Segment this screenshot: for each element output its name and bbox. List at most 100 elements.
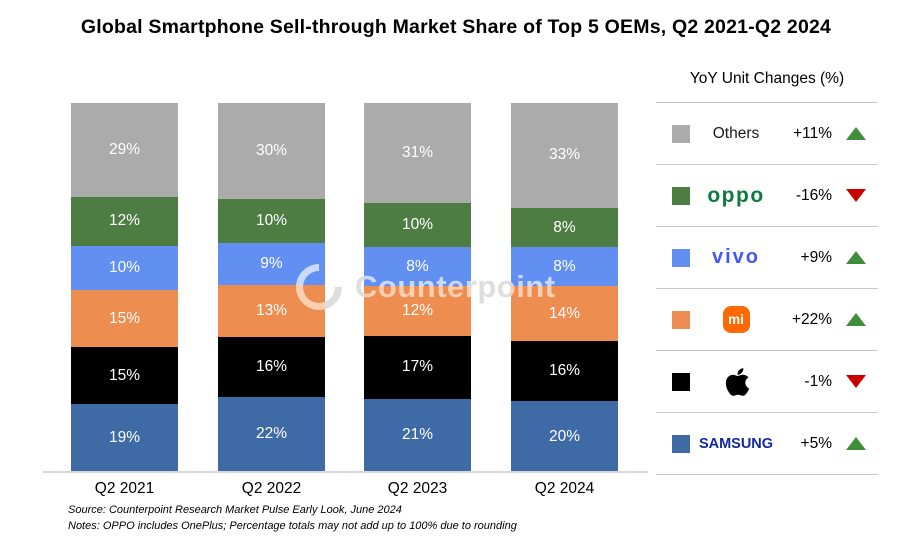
trend-down-icon — [846, 189, 866, 202]
bar-segment-oppo: 10% — [218, 199, 325, 244]
yoy-legend: YoY Unit Changes (%) Others +11% oppo -16% v… — [656, 70, 878, 475]
trend-up-icon — [846, 127, 866, 140]
legend-swatch-vivo — [672, 248, 690, 267]
bar-segment-label: 20% — [548, 427, 581, 445]
bar-segment-label: 21% — [401, 426, 434, 444]
bar-segment-label: 10% — [255, 212, 288, 230]
bar-segment-others: 30% — [218, 103, 325, 200]
bar-segment-apple: 16% — [218, 336, 325, 397]
legend-swatch-apple — [672, 372, 690, 391]
bar-segment-label: 9% — [260, 255, 283, 273]
x-axis-line — [43, 471, 648, 473]
bar-q2-2021: 19% 15% 15% 10% 12% 29% — [71, 103, 178, 472]
x-axis-label: Q2 2024 — [534, 480, 595, 497]
samsung-logo-icon: SAMSUNG — [690, 436, 782, 452]
bar-segment-samsung: 20% — [511, 401, 618, 472]
bar-segment-samsung: 21% — [364, 398, 471, 472]
bar-segment-xiaomi: 14% — [511, 286, 618, 342]
bar-segment-label: 10% — [108, 259, 141, 277]
others-wordmark: Others — [712, 124, 760, 142]
legend-swatch-xiaomi — [672, 310, 690, 329]
vivo-wordmark: vivo — [711, 246, 761, 268]
bar-segment-samsung: 22% — [218, 396, 325, 472]
trend-up-icon — [846, 313, 866, 326]
bar-segment-label: 12% — [401, 302, 434, 319]
bar-segment-label: 12% — [108, 212, 141, 230]
samsung-wordmark: SAMSUNG — [698, 435, 774, 452]
bar-segment-others: 31% — [364, 103, 471, 203]
bar-segment-label: 8% — [553, 257, 576, 275]
legend-row-others: Others +11% — [656, 103, 878, 165]
bar-q2-2022: 22% 16% 13% 9% 10% 30% — [218, 103, 325, 472]
footer-notes: Source: Counterpoint Research Market Pul… — [68, 503, 517, 534]
bar-q2-2024: 20% 16% 14% 8% 8% 33% — [511, 102, 618, 472]
bar-segment-label: 16% — [255, 357, 288, 375]
legend-row-oppo: oppo -16% — [656, 165, 878, 227]
bar-segment-label: 16% — [548, 362, 581, 380]
yoy-change-value: -1% — [804, 372, 832, 390]
bar-segment-oppo: 10% — [364, 202, 471, 248]
oppo-wordmark: oppo — [707, 183, 765, 207]
bar-segment-label: 15% — [108, 366, 141, 384]
bar-segment-vivo: 8% — [511, 247, 618, 287]
bar-segment-label: 29% — [108, 140, 141, 158]
bar-segment-xiaomi: 12% — [364, 286, 471, 336]
legend-row-xiaomi: mi +22% — [656, 289, 878, 351]
notes-line: Notes: OPPO includes OnePlus; Percentage… — [68, 519, 517, 532]
legend-swatch-samsung — [672, 434, 690, 453]
yoy-change-value: +22% — [791, 310, 832, 328]
apple-logo-icon — [690, 367, 782, 397]
legend-row-samsung: SAMSUNG +5% — [656, 413, 878, 475]
bar-segment-others: 33% — [511, 102, 618, 208]
bar-q2-2023: 21% 17% 12% 8% 10% 31% — [364, 103, 471, 472]
oppo-logo-icon: oppo — [690, 184, 782, 208]
bar-segment-label: 30% — [255, 142, 288, 160]
trend-up-icon — [846, 437, 866, 450]
bar-segment-label: 33% — [548, 146, 581, 164]
bar-segment-label: 19% — [108, 429, 141, 447]
others-logo-label: Others — [690, 125, 782, 143]
bar-segment-oppo: 8% — [511, 207, 618, 248]
bar-segment-label: 13% — [255, 301, 288, 319]
legend-row-apple: -1% — [656, 351, 878, 413]
bar-segment-label: 8% — [553, 218, 576, 236]
bar-segment-apple: 16% — [511, 341, 618, 402]
xiaomi-logo-icon: mi — [690, 306, 782, 333]
yoy-change-value: +5% — [800, 434, 832, 452]
bar-segment-vivo: 9% — [218, 243, 325, 285]
x-axis-label: Q2 2023 — [387, 480, 448, 497]
bar-segment-apple: 17% — [364, 335, 471, 399]
legend-rows: Others +11% oppo -16% vivo +9% mi +22% -1% SAMSUN… — [656, 103, 878, 475]
bar-segment-oppo: 12% — [71, 196, 178, 246]
bar-segment-label: 31% — [401, 143, 434, 161]
bar-segment-label: 15% — [108, 309, 141, 327]
yoy-change-value: -16% — [795, 186, 832, 204]
bar-segment-xiaomi: 15% — [71, 290, 178, 348]
legend-swatch-others — [672, 124, 690, 143]
trend-down-icon — [846, 375, 866, 388]
x-axis-label: Q2 2021 — [94, 480, 155, 497]
bar-segment-label: 10% — [401, 215, 434, 233]
apple-icon — [725, 367, 749, 396]
trend-up-icon — [846, 251, 866, 264]
x-axis-label: Q2 2022 — [241, 480, 302, 497]
yoy-change-value: +11% — [793, 124, 832, 142]
bar-segment-xiaomi: 13% — [218, 284, 325, 337]
bar-segment-label: 8% — [406, 257, 429, 275]
legend-swatch-oppo — [672, 186, 690, 205]
legend-title: YoY Unit Changes (%) — [656, 70, 878, 103]
bar-segment-apple: 15% — [71, 347, 178, 405]
xiaomi-mi-icon: mi — [722, 306, 750, 333]
bar-segment-label: 17% — [401, 358, 434, 376]
chart-title: Global Smartphone Sell-through Market Sh… — [80, 16, 832, 38]
legend-row-vivo: vivo +9% — [656, 227, 878, 289]
vivo-logo-icon: vivo — [690, 246, 782, 269]
bar-segment-label: 14% — [548, 304, 581, 322]
bar-segment-label: 22% — [255, 425, 288, 443]
bar-segment-others: 29% — [71, 103, 178, 197]
bar-segment-vivo: 8% — [364, 247, 471, 287]
bar-segment-samsung: 19% — [71, 404, 178, 472]
source-line: Source: Counterpoint Research Market Pul… — [68, 504, 402, 516]
yoy-change-value: +9% — [800, 248, 832, 266]
